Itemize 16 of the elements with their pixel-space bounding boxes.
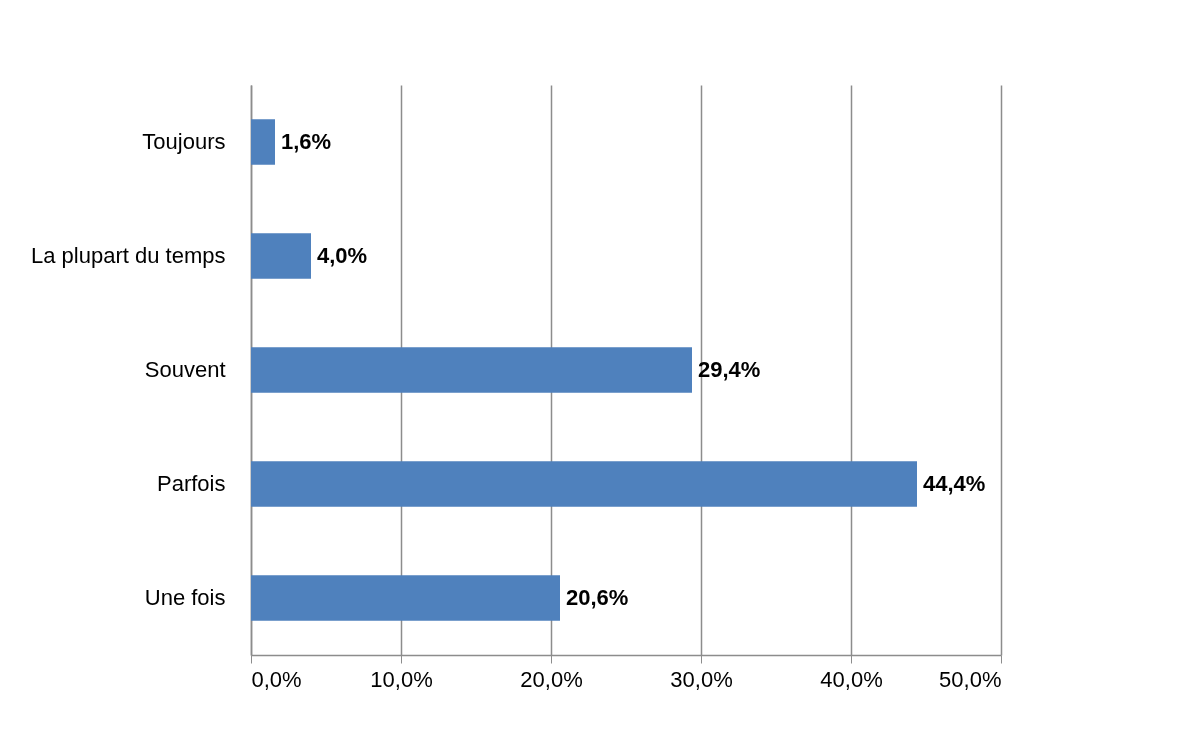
y-tick-label: Parfois bbox=[157, 471, 226, 496]
data-label: 29,4% bbox=[698, 357, 761, 382]
x-tick-label: 0,0% bbox=[251, 666, 302, 692]
x-tick-label: 40,0% bbox=[820, 666, 883, 692]
data-label: 4,0% bbox=[317, 243, 368, 268]
x-tick-label: 20,0% bbox=[520, 666, 583, 692]
x-tick-label: 10,0% bbox=[370, 666, 433, 692]
y-tick-label: Souvent bbox=[144, 357, 226, 382]
y-tick-label: Une fois bbox=[144, 585, 226, 610]
data-label: 1,6% bbox=[281, 129, 332, 154]
y-tick-label: La plupart du temps bbox=[31, 243, 226, 268]
data-label: 20,6% bbox=[566, 585, 629, 610]
x-tick-label: 50,0% bbox=[939, 666, 1002, 692]
x-tick-label: 30,0% bbox=[670, 666, 733, 692]
data-label: 44,4% bbox=[923, 471, 986, 496]
y-tick-label: Toujours bbox=[142, 129, 226, 154]
